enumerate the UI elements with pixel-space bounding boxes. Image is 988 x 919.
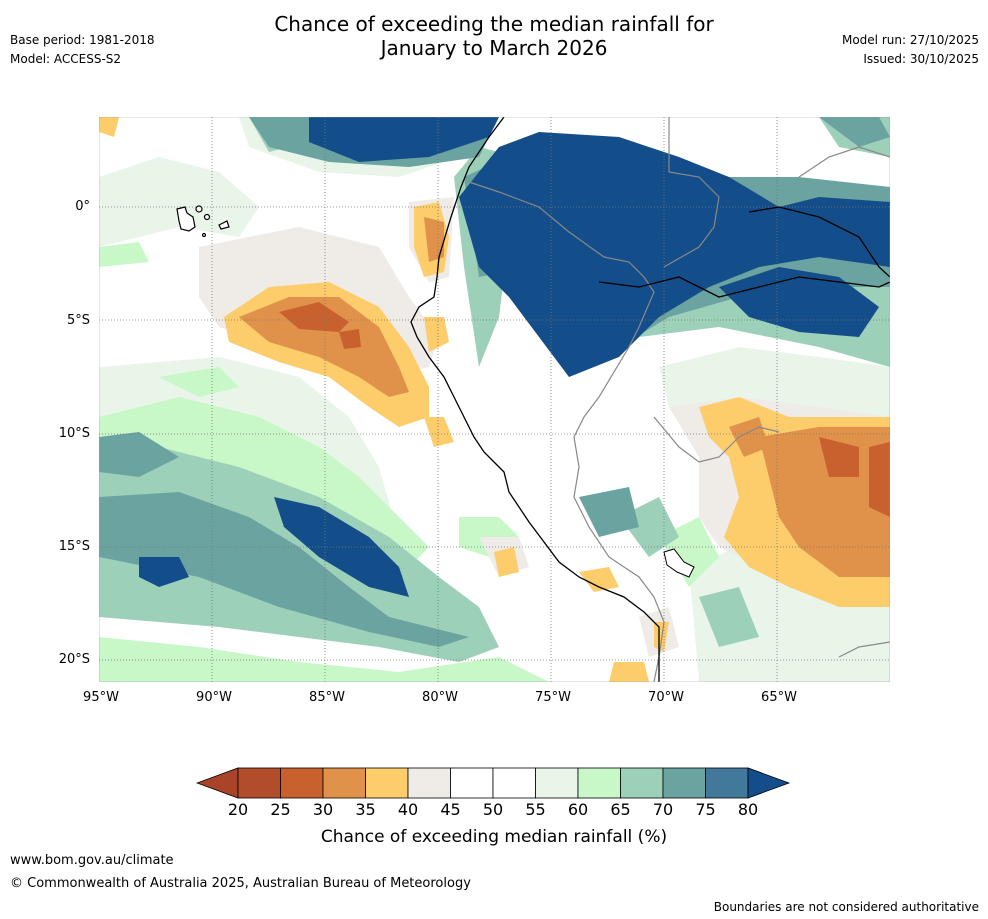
colorbar-segment: [662, 767, 706, 799]
map-title: Chance of exceeding the median rainfall …: [0, 12, 988, 60]
disclaimer-text: Boundaries are not considered authoritat…: [713, 900, 979, 914]
colorbar-tick-label: 70: [652, 800, 674, 819]
colorbar-tick-label: 35: [355, 800, 376, 819]
colorbar-tick-label: 55: [525, 800, 546, 819]
colorbar-segment: [705, 767, 749, 799]
lon-label-85w: 85°W: [309, 690, 345, 705]
colorbar-tick-label: 25: [270, 800, 291, 819]
graticule: [99, 117, 890, 682]
colorbar-segment: [365, 767, 409, 799]
title-line-1: Chance of exceeding the median rainfall …: [274, 12, 714, 36]
colorbar-tick-label: 30: [312, 800, 334, 819]
lat-label-15s: 15°S: [58, 539, 90, 554]
rainfall-map[interactable]: [99, 117, 890, 682]
website-text: www.bom.gov.au/climate: [10, 853, 174, 868]
colorbar-segment: [280, 767, 324, 799]
lat-label-0: 0°: [75, 199, 90, 214]
country-borders: [468, 117, 890, 682]
probability-above-80-areas: [139, 117, 890, 597]
lon-label-95w: 95°W: [83, 690, 119, 705]
colorbar-tick-label: 65: [610, 800, 631, 819]
colorbar-segment: [535, 767, 579, 799]
lon-label-70w: 70°W: [648, 690, 684, 705]
colorbar-tick-label: 60: [567, 800, 589, 819]
colorbar-segment: [450, 767, 494, 799]
title-line-2: January to March 2026: [380, 36, 608, 60]
model-text: Model: ACCESS-S2: [10, 52, 122, 66]
lat-label-5s: 5°S: [66, 313, 90, 328]
lon-label-65w: 65°W: [761, 690, 797, 705]
copyright-text: © Commonwealth of Australia 2025, Austra…: [10, 876, 471, 891]
colorbar-title: Chance of exceeding median rainfall (%): [320, 827, 668, 847]
coastline: [410, 117, 890, 682]
colorbar-tick-label: 50: [482, 800, 504, 819]
lat-label-10s: 10°S: [58, 426, 90, 441]
lon-label-90w: 90°W: [196, 690, 232, 705]
colorbar-tick-label: 80: [737, 800, 759, 819]
lon-label-75w: 75°W: [535, 690, 571, 705]
colorbar-segment: [322, 767, 366, 799]
colorbar-segment: [577, 767, 621, 799]
colorbar-tick-label: 75: [695, 800, 716, 819]
colorbar-low-arrow: [196, 767, 239, 799]
colorbar-segment: [237, 767, 281, 799]
colorbar: [196, 767, 791, 799]
galapagos-islands: [176, 205, 230, 238]
lake-titicaca: [663, 548, 695, 578]
colorbar-high-arrow: [747, 767, 791, 799]
colorbar-segment: [620, 767, 664, 799]
colorbar-segment: [407, 767, 451, 799]
colorbar-tick-label: 40: [397, 800, 419, 819]
colorbar-segment: [492, 767, 536, 799]
issued-text: Issued: 30/10/2025: [863, 52, 979, 66]
probability-25-30-areas: [279, 302, 890, 517]
model-run-text: Model run: 27/10/2025: [841, 33, 979, 47]
lon-label-80w: 80°W: [422, 690, 458, 705]
colorbar-tick-label: 45: [440, 800, 461, 819]
lat-label-20s: 20°S: [58, 652, 90, 667]
colorbar-tick-label: 20: [227, 800, 249, 819]
base-period-text: Base period: 1981-2018: [10, 33, 155, 47]
